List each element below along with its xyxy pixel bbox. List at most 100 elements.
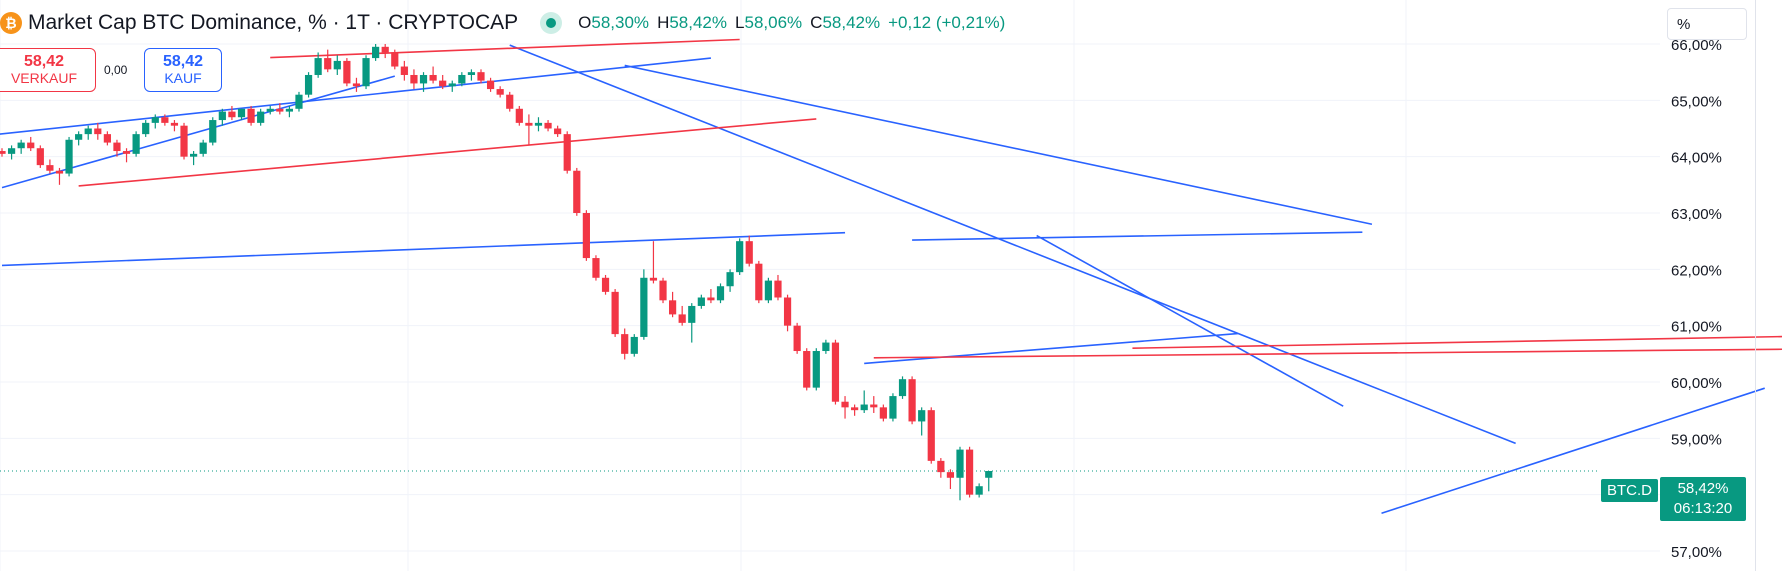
candle-down[interactable] [851,404,859,416]
candle-down[interactable] [870,396,878,413]
trendline-red[interactable] [1132,332,1782,349]
candle-down[interactable] [601,274,610,295]
candle-up[interactable] [688,303,696,343]
candle-down[interactable] [803,348,811,391]
candle-down[interactable] [678,305,686,326]
candle-down[interactable] [611,289,619,337]
market-status-icon[interactable] [540,12,563,34]
trendline-red[interactable] [78,118,817,187]
candle-down[interactable] [927,407,935,464]
candle-down[interactable] [161,114,169,126]
candle-down[interactable] [400,60,408,81]
candle-down[interactable] [554,125,562,137]
trendline-blue[interactable] [1,231,846,267]
trendline-red[interactable] [270,38,740,59]
candle-up[interactable] [630,334,638,357]
candle-up[interactable] [372,44,380,61]
scale-mode-input[interactable]: % [1667,8,1747,40]
candle-up[interactable] [237,108,246,121]
candle-up[interactable] [266,105,274,115]
candle-up[interactable] [199,139,207,157]
candle-up[interactable] [697,294,705,309]
candle-down[interactable] [391,49,399,70]
candle-up[interactable] [285,105,293,118]
buy-button[interactable]: 58,42 KAUF [144,48,222,92]
sell-button[interactable]: 58,42 VERKAUF [0,48,96,92]
candle-down[interactable] [755,260,763,304]
trendline-blue[interactable] [864,332,1238,365]
candle-up[interactable] [257,108,265,126]
candle-up[interactable] [716,283,725,304]
candle-up[interactable] [84,125,92,140]
candle-up[interactable] [640,269,648,340]
candle-down[interactable] [573,167,581,216]
candle-down[interactable] [429,66,437,84]
candle-up[interactable] [314,52,322,78]
candle-up[interactable] [458,72,466,87]
candle-down[interactable] [27,136,35,152]
candle-down[interactable] [122,148,131,163]
candle-up[interactable] [304,72,313,98]
candle-down[interactable] [0,148,6,157]
candle-down[interactable] [94,122,102,140]
candle-up[interactable] [448,80,456,92]
trendline-blue[interactable] [1381,387,1765,515]
candle-down[interactable] [247,105,255,126]
trendline-blue[interactable] [1036,234,1344,407]
candle-up[interactable] [534,117,543,132]
candle-down[interactable] [592,255,600,281]
candle-up[interactable] [764,277,772,304]
candle-up[interactable] [218,108,226,126]
candle-down[interactable] [324,49,332,73]
candles-layer[interactable] [0,44,993,501]
candle-up[interactable] [956,446,964,501]
candle-down[interactable] [563,131,571,174]
trendline-blue[interactable] [912,231,1363,241]
candle-up[interactable] [860,390,868,413]
trendline-red[interactable] [873,347,1782,359]
candle-down[interactable] [276,103,284,115]
candle-down[interactable] [937,458,945,478]
candle-down[interactable] [659,277,667,304]
candle-down[interactable] [46,159,54,174]
candle-up[interactable] [419,72,428,92]
candle-down[interactable] [946,469,955,490]
candle-up[interactable] [822,339,830,354]
candle-down[interactable] [525,114,533,146]
candle-down[interactable] [228,105,236,121]
candle-up[interactable] [17,139,25,154]
candle-up[interactable] [889,393,897,422]
candle-down[interactable] [113,139,121,157]
candle-down[interactable] [745,235,753,267]
candle-down[interactable] [410,69,418,90]
candle-down[interactable] [486,77,495,92]
candle-up[interactable] [209,117,217,146]
candle-up[interactable] [132,131,140,157]
candle-down[interactable] [343,58,351,87]
candle-up[interactable] [362,55,370,90]
candle-up[interactable] [7,145,16,160]
candle-up[interactable] [918,407,926,436]
candle-up[interactable] [898,376,907,399]
candle-down[interactable] [439,74,447,90]
candle-down[interactable] [477,69,485,84]
trendline-blue[interactable] [0,57,712,137]
candle-down[interactable] [841,396,849,419]
candle-down[interactable] [908,376,916,425]
candle-down[interactable] [36,145,44,168]
candle-down[interactable] [649,241,658,284]
candle-down[interactable] [496,86,504,98]
candle-down[interactable] [544,120,552,132]
trendline-layer[interactable] [0,38,1782,515]
symbol-title[interactable]: Market Cap BTC Dominance, % · 1T · CRYPT… [28,11,519,34]
candle-down[interactable] [707,289,715,304]
candle-down[interactable] [774,274,782,301]
trendline-blue[interactable] [509,44,1516,445]
candle-down[interactable] [506,91,514,112]
candle-up[interactable] [985,471,993,492]
candle-down[interactable] [831,339,840,405]
candle-up[interactable] [190,151,198,166]
candle-down[interactable] [55,167,64,185]
candle-up[interactable] [726,269,734,292]
